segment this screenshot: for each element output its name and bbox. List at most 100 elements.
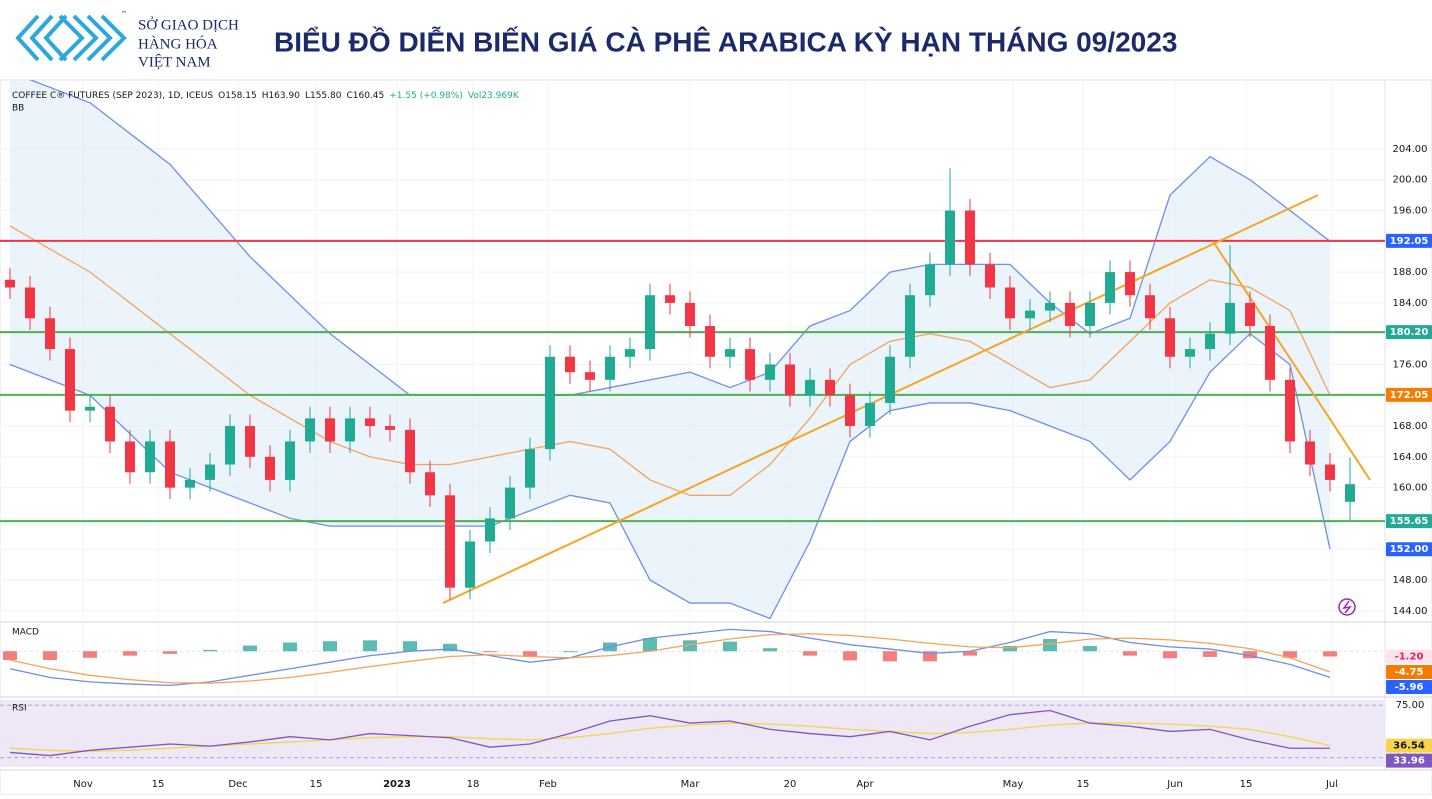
rsi-badge-text: 33.96 xyxy=(1393,756,1425,767)
candle-body xyxy=(65,349,75,411)
candle-body xyxy=(205,464,215,480)
alert-icon[interactable] xyxy=(1338,598,1356,616)
candle-body xyxy=(325,418,335,442)
macd-badge-text: -4.75 xyxy=(1395,667,1424,678)
price-badge xyxy=(1386,514,1432,529)
legend-field: Vol23.969K xyxy=(468,91,520,101)
x-tick-label: 20 xyxy=(784,779,797,790)
y-tick-label: 168.00 xyxy=(1393,421,1428,432)
macd-histogram-bar xyxy=(283,642,297,652)
indicator-label: RSI xyxy=(12,704,27,714)
candle-body xyxy=(1285,379,1295,442)
macd-histogram-bar xyxy=(683,640,697,652)
candle-body xyxy=(305,418,315,442)
candle-body xyxy=(645,295,655,350)
candle-body xyxy=(1145,295,1155,319)
candle-body xyxy=(505,487,515,519)
macd-histogram-bar xyxy=(1203,651,1217,657)
candle-body xyxy=(525,449,535,488)
macd-badge xyxy=(1386,680,1432,695)
price-badge-text: 155.65 xyxy=(1390,516,1429,527)
macd-histogram-bar xyxy=(1323,651,1337,657)
candle-body xyxy=(845,395,855,427)
x-tick-label: 2023 xyxy=(383,779,411,790)
candle-body xyxy=(625,349,635,357)
x-tick-label: 15 xyxy=(1240,779,1253,790)
y-tick-label: 148.00 xyxy=(1393,575,1428,586)
y-tick-label: 196.00 xyxy=(1393,206,1428,217)
macd-histogram-bar xyxy=(443,643,457,652)
macd-histogram-bar xyxy=(403,641,417,652)
candle-body xyxy=(465,541,475,588)
candle-body xyxy=(745,349,755,380)
candle-body xyxy=(105,406,115,442)
macd-histogram-bar xyxy=(563,651,577,653)
org-line: VIỆT NAM xyxy=(138,53,211,70)
trademark: ™ xyxy=(121,11,127,18)
macd-histogram-bar xyxy=(763,648,777,652)
legend-field: COFFEE C® FUTURES (SEP 2023), 1D, ICEUS xyxy=(12,91,213,101)
y-tick-label: 188.00 xyxy=(1393,267,1428,278)
legend-field: C160.45 xyxy=(346,91,384,101)
y-tick-label: 176.00 xyxy=(1393,359,1428,370)
candle-body xyxy=(1345,484,1355,502)
x-tick-label: Jun xyxy=(1166,779,1183,790)
macd-histogram-bar xyxy=(83,651,97,658)
candle-body xyxy=(405,429,415,473)
price-badge xyxy=(1386,542,1432,557)
price-badge-text: 192.05 xyxy=(1390,236,1429,247)
candle-body xyxy=(1225,302,1235,334)
candle-body xyxy=(965,210,975,265)
macd-histogram-bar xyxy=(1003,646,1017,652)
candle-body xyxy=(185,479,195,488)
x-tick-label: Nov xyxy=(73,779,93,790)
candle-body xyxy=(685,302,695,326)
candle-body xyxy=(485,518,495,542)
trendline xyxy=(442,194,1319,604)
logo xyxy=(15,14,127,62)
price-badge xyxy=(1386,325,1432,340)
macd-histogram-bar xyxy=(123,651,137,656)
price-pane xyxy=(0,80,1385,620)
macd-histogram-bar xyxy=(923,651,937,662)
signal-line xyxy=(9,633,1331,684)
y-tick-label: 184.00 xyxy=(1393,298,1428,309)
macd-badge xyxy=(1386,665,1432,680)
macd-histogram-bar xyxy=(883,651,897,662)
x-tick-label: Apr xyxy=(856,779,874,790)
macd-histogram-bar xyxy=(723,641,737,652)
candle-body xyxy=(445,495,455,588)
bb-fill xyxy=(10,80,1330,619)
trendline xyxy=(1212,240,1371,481)
macd-histogram-bar xyxy=(643,638,657,652)
macd-histogram-bar xyxy=(1083,646,1097,652)
x-tick-label: May xyxy=(1003,779,1024,790)
candle-body xyxy=(1065,302,1075,326)
legend-field: H163.90 xyxy=(262,91,301,101)
x-tick-label: 15 xyxy=(152,779,165,790)
candle-body xyxy=(1245,302,1255,326)
candle-body xyxy=(585,372,595,380)
y-tick-label: 144.00 xyxy=(1393,606,1428,617)
macd-histogram-bar xyxy=(243,645,257,652)
candle-body xyxy=(665,295,675,303)
macd-histogram-bar xyxy=(1123,651,1137,656)
macd-histogram-bar xyxy=(3,651,17,660)
bb-upper xyxy=(28,80,1331,396)
macd-histogram-bar xyxy=(43,651,57,660)
macd-histogram-bar xyxy=(203,649,217,652)
candle-body xyxy=(1105,272,1115,303)
macd-histogram-bar xyxy=(963,651,977,656)
macd-histogram-bar xyxy=(163,651,177,654)
candle-body xyxy=(425,472,435,496)
candle-body xyxy=(1325,464,1335,480)
x-tick-label: 15 xyxy=(1077,779,1090,790)
rsi-badge-text: 36.54 xyxy=(1393,741,1425,752)
candle-body xyxy=(345,418,355,442)
candle-body xyxy=(925,264,935,296)
indicator-label: BB xyxy=(12,104,24,114)
legend-line: COFFEE C® FUTURES (SEP 2023), 1D, ICEUS O… xyxy=(12,91,520,714)
org-line: HÀNG HÓA xyxy=(138,35,218,52)
